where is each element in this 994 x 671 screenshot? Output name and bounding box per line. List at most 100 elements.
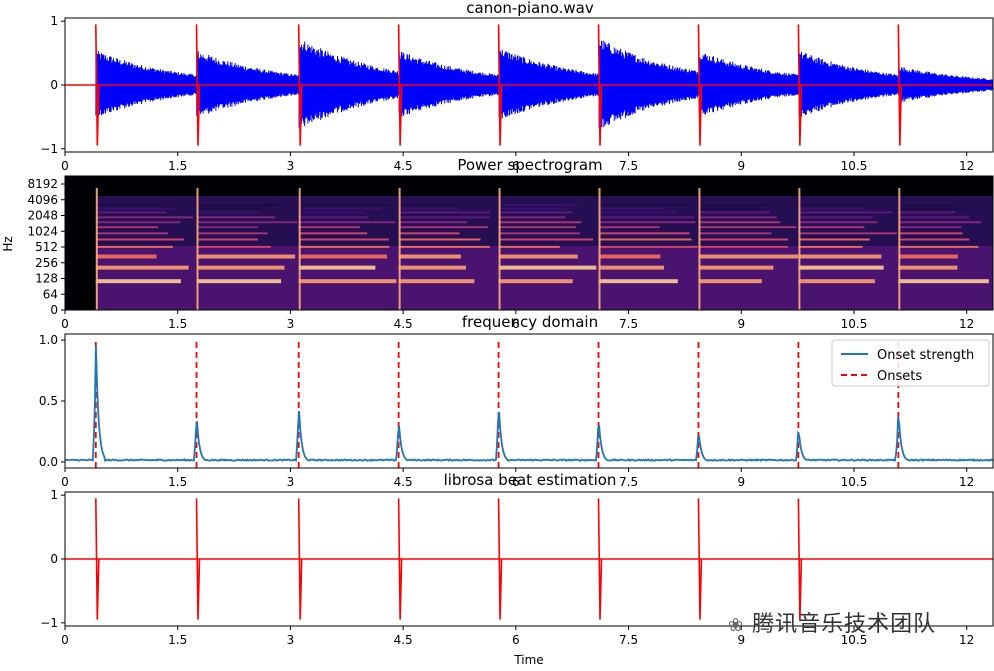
y-tick-label: 0.5 <box>39 394 58 408</box>
click-mark <box>297 24 303 146</box>
waveform-panel: canon-piano.wav 0 1.5 3 4.5 6 7.5 9 10.5 12 10−1 <box>40 0 994 173</box>
onset-y-ticks: 1.0 0.5 0.0 <box>39 333 65 469</box>
watermark-text: 腾讯音乐技术团队 <box>752 612 937 637</box>
y-tick-label: 1 <box>50 488 58 502</box>
beat-click-mark <box>797 498 803 620</box>
spectrogram-note-segment <box>398 188 499 310</box>
spectrogram-y-label: Hz <box>1 236 15 251</box>
x-tick-label: 6 <box>512 159 520 173</box>
x-tick-label: 9 <box>737 633 745 647</box>
x-tick-label: 7.5 <box>619 475 638 489</box>
x-tick-label: 1.5 <box>168 633 187 647</box>
legend-onsets-label: Onsets <box>877 369 922 384</box>
x-tick-label: 10.5 <box>841 317 868 331</box>
legend-onset-strength-label: Onset strength <box>877 348 974 363</box>
y-tick-label: 0 <box>50 303 58 317</box>
y-tick-label: 0 <box>50 78 58 92</box>
y-tick-label: 128 <box>35 272 58 286</box>
y-tick-label: 0 <box>50 552 58 566</box>
spectrogram-note-segment <box>598 188 699 310</box>
beat-plot <box>65 498 993 620</box>
beat-panel: librosa beat estimation Time 0 1.5 3 4.5 6 7.… <box>40 471 994 667</box>
spectrogram-note-segment <box>196 188 299 310</box>
click-mark <box>497 24 503 146</box>
click-mark <box>597 24 603 146</box>
x-tick-label: 0 <box>61 475 69 489</box>
spectrogram-note-segment <box>498 188 599 310</box>
x-tick-label: 9 <box>737 159 745 173</box>
x-tick-label: 3 <box>287 159 295 173</box>
y-tick-label: 512 <box>35 240 58 254</box>
y-tick-label: 1024 <box>27 224 58 238</box>
x-tick-label: 1.5 <box>168 159 187 173</box>
y-tick-label: −1 <box>40 616 58 630</box>
beat-click-mark <box>697 498 703 620</box>
y-tick-label: 256 <box>35 256 58 270</box>
beat-click-mark <box>397 498 403 620</box>
beat-click-mark <box>95 498 100 620</box>
wechat-icon: ❀ <box>728 615 745 636</box>
y-tick-label: 8192 <box>27 177 58 191</box>
x-tick-label: 3 <box>287 475 295 489</box>
x-tick-label: 12 <box>959 317 974 331</box>
x-tick-label: 1.5 <box>168 317 187 331</box>
waveform-x-ticks: 0 1.5 3 4.5 6 7.5 9 10.5 12 <box>61 152 974 173</box>
waveform-series <box>95 40 994 128</box>
onset-strength-line <box>64 345 994 463</box>
y-tick-label: 2048 <box>27 209 58 223</box>
onset-title: frequency domain <box>462 313 598 331</box>
beat-click-mark <box>597 498 603 620</box>
x-tick-label: 12 <box>959 159 974 173</box>
beat-y-ticks: 1 0 −1 <box>40 488 65 630</box>
spectrogram-note-segment <box>798 188 899 310</box>
x-tick-label: 12 <box>959 633 974 647</box>
click-mark <box>797 24 803 146</box>
x-tick-label: 10.5 <box>841 159 868 173</box>
y-tick-label: −1 <box>40 142 58 156</box>
onset-x-ticks: 0 1.5 3 4.5 6 7.5 9 10.5 12 <box>61 468 974 489</box>
y-tick-label: 4096 <box>27 193 58 207</box>
y-tick-label: 64 <box>43 287 58 301</box>
x-tick-label: 0 <box>61 317 69 331</box>
x-tick-label: 7.5 <box>619 633 638 647</box>
x-tick-label: 1.5 <box>168 475 187 489</box>
waveform-y-ticks: 1 0 −1 <box>40 14 65 156</box>
beat-click-mark <box>497 498 503 620</box>
x-tick-label: 9 <box>737 317 745 331</box>
spectrogram-note-segment <box>898 188 993 310</box>
x-tick-label: 4.5 <box>394 633 413 647</box>
x-tick-label: 3 <box>287 317 295 331</box>
waveform-plot <box>65 24 994 146</box>
x-tick-label: 0 <box>61 633 69 647</box>
waveform-title: canon-piano.wav <box>466 0 594 17</box>
spectrogram-note-segment <box>95 188 197 310</box>
legend-frame <box>831 339 990 387</box>
spectrogram-note-segment <box>698 188 799 310</box>
beat-title: librosa beat estimation <box>444 471 617 489</box>
x-tick-label: 9 <box>737 475 745 489</box>
spectrogram-axes-frame <box>64 175 994 311</box>
y-tick-label: 0.0 <box>39 455 58 469</box>
x-tick-label: 12 <box>959 475 974 489</box>
x-tick-label: 6 <box>512 317 520 331</box>
x-tick-label: 6 <box>512 633 520 647</box>
click-mark <box>897 24 903 146</box>
x-tick-label: 10.5 <box>841 475 868 489</box>
watermark: ❀ 腾讯音乐技术团队 <box>728 606 936 638</box>
spectrogram-x-ticks: 0 1.5 3 4.5 6 7.5 9 10.5 12 <box>61 310 974 331</box>
click-mark <box>697 24 703 146</box>
x-tick-label: 7.5 <box>619 317 638 331</box>
click-mark <box>397 24 403 146</box>
x-tick-label: 3 <box>287 633 295 647</box>
y-tick-label: 1 <box>50 14 58 28</box>
beat-x-label: Time <box>513 653 543 667</box>
onset-plot <box>64 342 994 468</box>
x-tick-label: 4.5 <box>394 317 413 331</box>
x-tick-label: 0 <box>61 159 69 173</box>
x-tick-label: 6 <box>512 475 520 489</box>
x-tick-label: 10.5 <box>841 633 868 647</box>
spectrogram-plot <box>65 176 993 310</box>
x-tick-label: 7.5 <box>619 159 638 173</box>
spectrogram-note-segment <box>298 188 399 310</box>
